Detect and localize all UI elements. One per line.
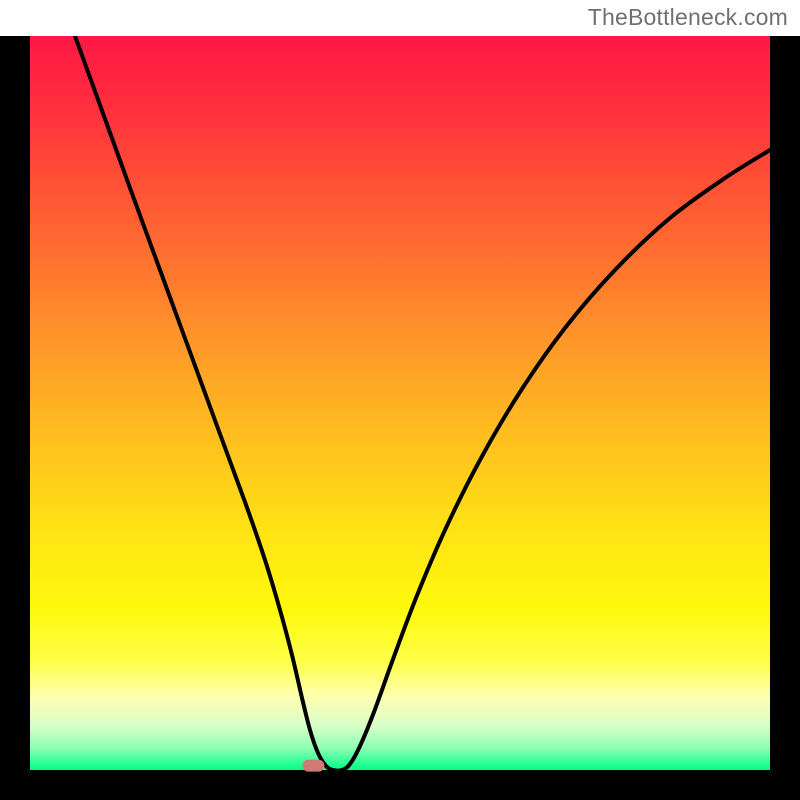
plot-svg [0, 0, 800, 800]
watermark-text: TheBottleneck.com [588, 4, 788, 31]
bottleneck-chart: TheBottleneck.com [0, 0, 800, 800]
plot-background [30, 36, 770, 770]
min-marker [302, 760, 324, 772]
